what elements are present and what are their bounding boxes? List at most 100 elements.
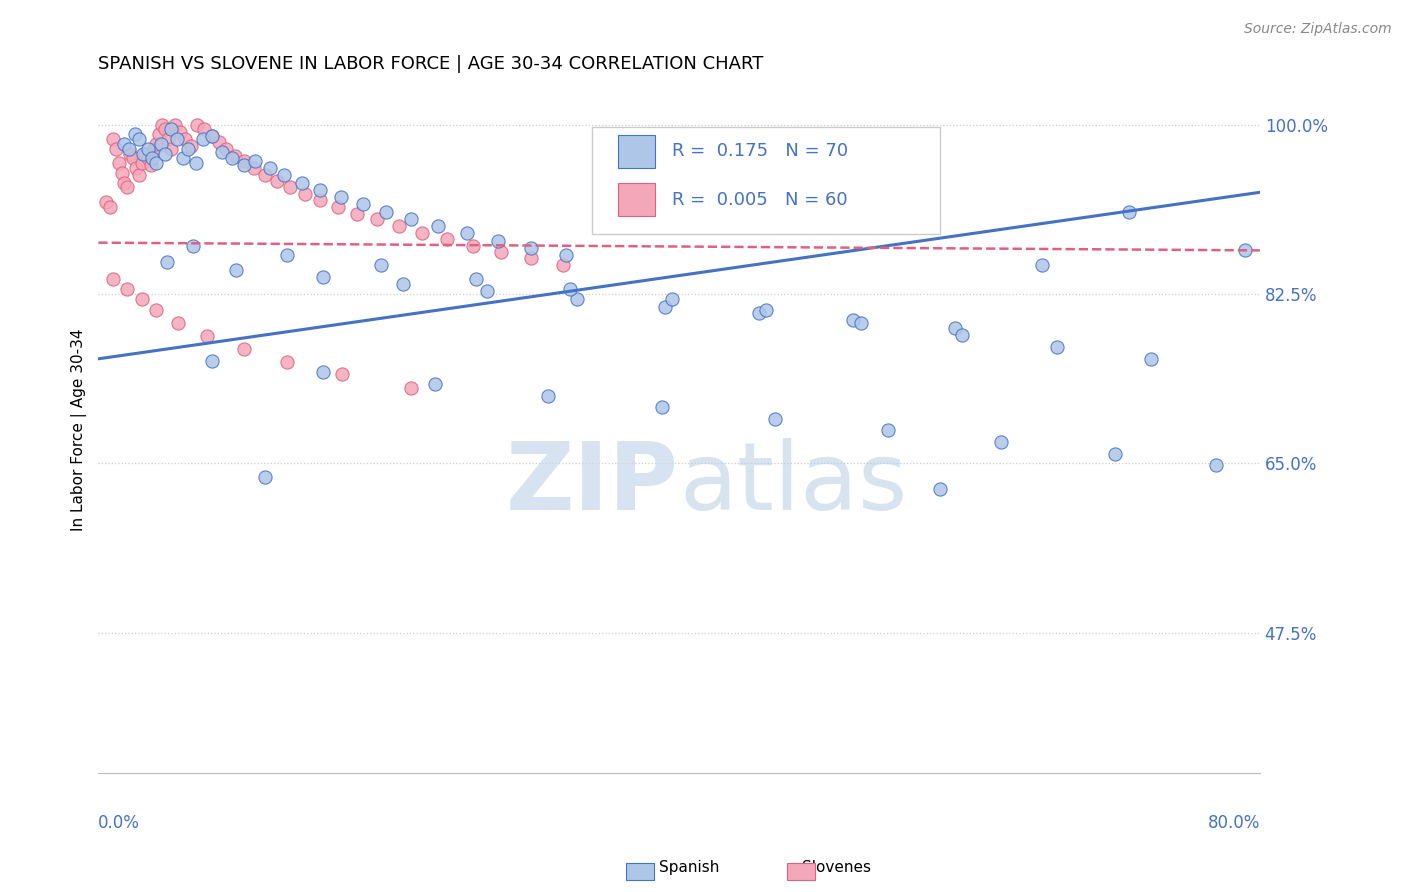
Point <box>120 146 142 161</box>
Point <box>346 206 368 220</box>
Text: R =  0.175   N = 70: R = 0.175 N = 70 <box>672 143 848 161</box>
FancyBboxPatch shape <box>592 127 941 234</box>
Point <box>125 161 148 175</box>
Point <box>929 482 952 496</box>
Point <box>134 146 156 161</box>
Text: Spanish: Spanish <box>659 861 718 875</box>
Point <box>142 142 165 156</box>
Point <box>160 122 183 136</box>
Point <box>477 284 499 298</box>
Point <box>117 282 139 296</box>
Point <box>329 190 352 204</box>
Point <box>748 306 770 320</box>
Point <box>392 277 415 292</box>
Point <box>104 142 127 156</box>
FancyBboxPatch shape <box>617 135 655 168</box>
Point <box>661 292 683 306</box>
Point <box>224 148 246 162</box>
Point <box>107 156 129 170</box>
Point <box>211 145 233 159</box>
Point <box>763 412 786 426</box>
Point <box>153 122 176 136</box>
Point <box>193 122 215 136</box>
Point <box>560 282 582 296</box>
Point <box>1234 244 1257 258</box>
Point <box>1118 204 1140 219</box>
Point <box>191 132 214 146</box>
Point <box>208 135 231 149</box>
Text: SPANISH VS SLOVENE IN LABOR FORCE | AGE 30-34 CORRELATION CHART: SPANISH VS SLOVENE IN LABOR FORCE | AGE … <box>98 55 763 73</box>
Point <box>651 401 673 415</box>
Point <box>131 292 153 306</box>
Point <box>110 166 132 180</box>
Point <box>943 321 966 335</box>
Point <box>411 226 433 240</box>
Point <box>114 136 136 151</box>
Point <box>184 156 207 170</box>
Point <box>330 368 353 382</box>
Point <box>1031 258 1053 272</box>
Point <box>101 132 124 146</box>
Text: atlas: atlas <box>679 439 907 531</box>
Point <box>148 127 170 141</box>
Point <box>312 270 335 285</box>
Point <box>309 193 332 207</box>
Point <box>141 152 163 166</box>
Point <box>425 376 447 391</box>
Point <box>150 118 173 132</box>
Point <box>153 146 176 161</box>
Point <box>242 161 264 175</box>
Point <box>118 142 141 156</box>
Point <box>215 142 238 156</box>
Point <box>136 142 159 156</box>
Point <box>489 245 512 260</box>
Point <box>427 219 450 234</box>
Point <box>117 180 139 194</box>
Point <box>128 168 150 182</box>
Point <box>486 234 509 248</box>
Point <box>294 187 316 202</box>
Text: 80.0%: 80.0% <box>1208 814 1260 832</box>
Point <box>399 381 422 395</box>
Point <box>124 127 146 141</box>
Point <box>520 251 543 265</box>
Point <box>1140 351 1163 366</box>
Text: ZIP: ZIP <box>506 439 679 531</box>
Point <box>436 232 458 246</box>
Point <box>195 328 218 343</box>
Text: Source: ZipAtlas.com: Source: ZipAtlas.com <box>1244 22 1392 37</box>
Point <box>399 212 422 227</box>
Point <box>145 136 167 151</box>
Point <box>139 158 162 172</box>
Point <box>169 125 191 139</box>
Point <box>254 470 277 484</box>
Point <box>309 183 332 197</box>
Point <box>149 136 172 151</box>
Point <box>172 152 194 166</box>
Point <box>136 152 159 166</box>
Point <box>520 242 543 256</box>
Point <box>186 118 208 132</box>
Point <box>567 292 589 306</box>
Point <box>122 152 145 166</box>
Point <box>276 355 298 369</box>
Point <box>254 168 277 182</box>
Point <box>177 142 200 156</box>
Point <box>266 174 288 188</box>
Point <box>388 219 411 234</box>
Point <box>174 132 197 146</box>
Point <box>114 176 136 190</box>
Point <box>200 353 222 368</box>
Point <box>1104 447 1126 461</box>
Point <box>165 118 187 132</box>
Point <box>654 300 676 314</box>
Point <box>200 129 222 144</box>
Point <box>243 154 266 169</box>
Point <box>755 303 778 318</box>
Point <box>464 272 486 286</box>
Point <box>259 161 281 175</box>
Point <box>166 132 188 146</box>
Point <box>990 435 1012 450</box>
Point <box>312 365 335 379</box>
Point <box>370 258 392 272</box>
